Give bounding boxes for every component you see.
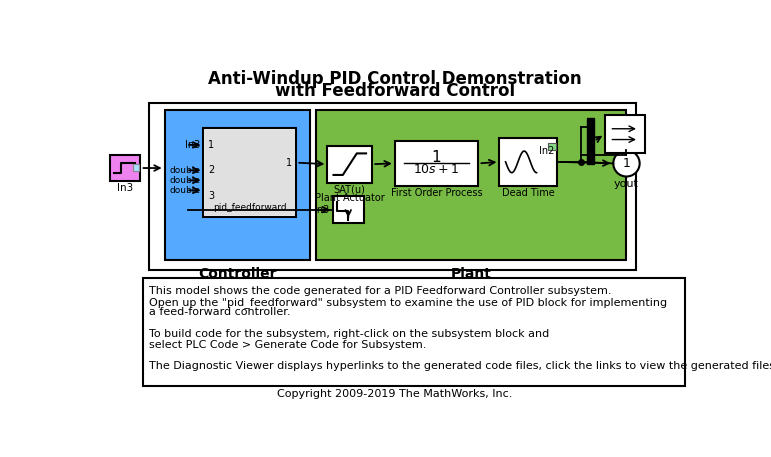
Bar xyxy=(587,118,594,164)
Bar xyxy=(143,278,685,386)
Text: Open up the "pid_feedforward" subsystem to examine the use of PID block for impl: Open up the "pid_feedforward" subsystem … xyxy=(149,297,667,308)
Text: $10s + 1$: $10s + 1$ xyxy=(413,163,460,176)
Text: 1: 1 xyxy=(208,140,214,150)
Text: The Diagnostic Viewer displays hyperlinks to the generated code files, click the: The Diagnostic Viewer displays hyperlink… xyxy=(149,361,771,371)
Text: SAT(u): SAT(u) xyxy=(334,185,365,195)
Bar xyxy=(604,115,645,154)
Text: double: double xyxy=(169,186,200,195)
Text: double: double xyxy=(169,176,200,185)
Text: This model shows the code generated for a PID Feedforward Controller subsystem.: This model shows the code generated for … xyxy=(149,286,611,296)
Text: Controller: Controller xyxy=(198,266,277,281)
Bar xyxy=(395,141,479,186)
Text: Anti-Windup PID Control Demonstration: Anti-Windup PID Control Demonstration xyxy=(208,70,581,88)
Text: 1: 1 xyxy=(285,158,291,168)
Text: pid_feedforward: pid_feedforward xyxy=(213,203,287,212)
Text: yout: yout xyxy=(614,179,639,189)
Text: Plant: Plant xyxy=(451,266,492,281)
Text: 1: 1 xyxy=(432,150,442,165)
Bar xyxy=(205,129,295,215)
Text: with Feedforward Control: with Feedforward Control xyxy=(274,82,515,100)
Text: Copyright 2009-2019 The MathWorks, Inc.: Copyright 2009-2019 The MathWorks, Inc. xyxy=(277,389,513,399)
Text: In3: In3 xyxy=(315,205,330,215)
Bar xyxy=(204,128,296,217)
Bar xyxy=(548,143,556,149)
Text: First Order Process: First Order Process xyxy=(391,188,483,198)
Text: Plant Actuator: Plant Actuator xyxy=(315,193,385,202)
Text: To build code for the subsystem, right-click on the subsystem block and: To build code for the subsystem, right-c… xyxy=(149,329,549,339)
Bar xyxy=(164,110,310,260)
Bar xyxy=(328,146,372,183)
Text: select PLC Code > Generate Code for Subsystem.: select PLC Code > Generate Code for Subs… xyxy=(149,340,426,350)
Bar xyxy=(333,196,364,223)
Text: In2: In2 xyxy=(539,146,554,156)
Text: 1: 1 xyxy=(622,157,631,170)
Bar xyxy=(500,138,557,186)
Text: 3: 3 xyxy=(208,191,214,201)
Text: Dead Time: Dead Time xyxy=(502,188,555,198)
Text: double: double xyxy=(169,166,200,175)
Text: In3: In3 xyxy=(117,183,133,193)
Bar xyxy=(133,164,139,171)
Text: In3: In3 xyxy=(185,140,200,150)
Bar xyxy=(110,155,140,181)
Bar xyxy=(316,110,627,260)
Circle shape xyxy=(613,150,640,176)
Text: a feed-forward controller.: a feed-forward controller. xyxy=(149,308,291,318)
Text: 2: 2 xyxy=(208,165,214,175)
Bar xyxy=(149,102,636,271)
